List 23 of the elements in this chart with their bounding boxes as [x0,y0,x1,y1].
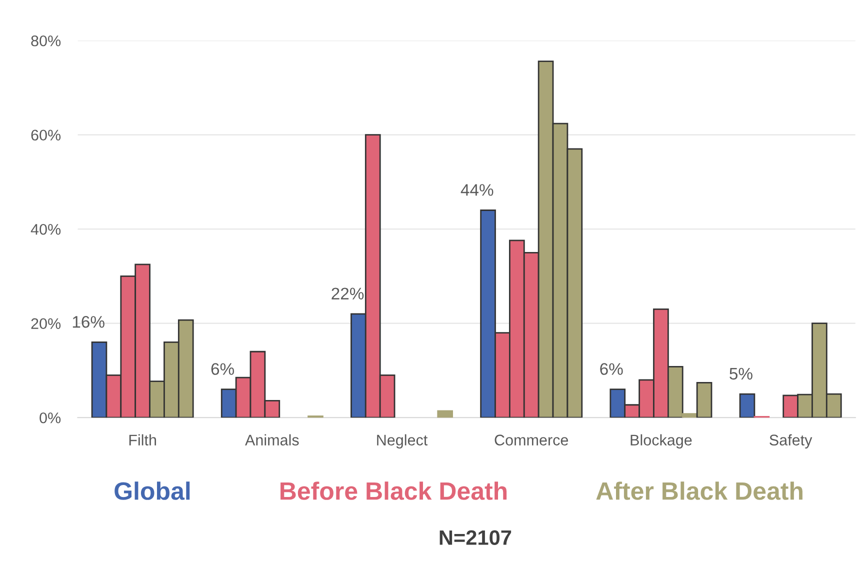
x-tick-label: Blockage [630,434,692,449]
text: Before Black Death [280,482,507,500]
bar [437,410,453,418]
text: After Black Death [596,482,802,500]
data-label: 6% [600,363,623,375]
bar [739,393,756,418]
x-tick-label: Animals [245,434,299,446]
y-tick-label: 0% [40,412,61,424]
data-label: 22% [332,288,364,300]
text: Global [114,482,190,500]
x-tick-label: Commerce [494,434,568,446]
y-tick-label: 40% [30,224,61,235]
data-label: 16% [72,316,104,328]
data-label: 6% [211,363,234,375]
x-tick-label: Neglect [377,434,428,449]
text: N=2107 [440,530,512,545]
data-label: 44% [460,184,494,196]
y-tick-label: 60% [31,130,61,141]
y-tick-label: 80% [31,35,61,46]
x-tick-label: Safety [770,434,812,449]
x-tick-label: Filth [129,434,156,446]
y-tick-label: 20% [31,318,61,330]
data-label: 5% [730,368,752,380]
